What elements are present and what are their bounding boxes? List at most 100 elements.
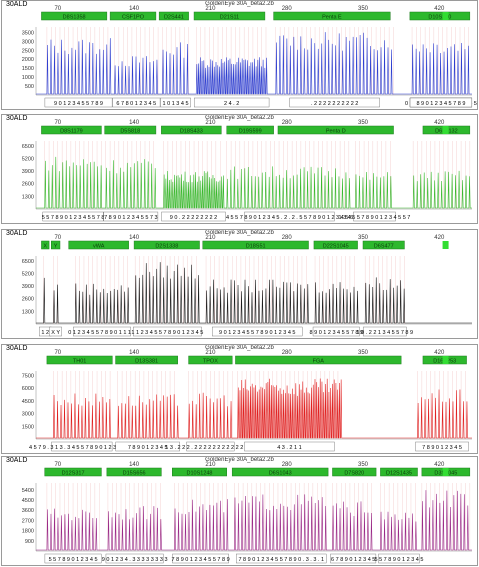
- locus-bar: [46, 355, 113, 365]
- allele-label: 5 5 7 8 9 0 1 2 3 4 5: [49, 557, 98, 563]
- series-trace: [36, 32, 472, 95]
- allele-label-box: [289, 97, 380, 108]
- locus-bar: [235, 355, 402, 365]
- header-title: GoldenEye 30A_beta2.2b: [205, 345, 274, 351]
- locus-label: Y: [54, 244, 58, 250]
- x-tick-label: 420: [434, 462, 445, 468]
- marker-square: [442, 12, 449, 20]
- allele-label-box: [103, 211, 159, 222]
- x-tick-label: 350: [358, 350, 369, 356]
- x-tick-label: 140: [129, 350, 140, 356]
- y-tick-label: 3900: [22, 169, 34, 175]
- x-tick-label: 140: [129, 120, 140, 126]
- allele-label-box: [44, 97, 113, 108]
- locus-bar: [104, 125, 157, 135]
- allele-label: 7 8 9 0 1 2 3 4 5: [422, 445, 462, 451]
- y-tick-label: 2000: [22, 57, 34, 63]
- locus-bar: [277, 125, 394, 135]
- x-tick-label: 350: [358, 6, 369, 12]
- allele-label-box: [312, 326, 360, 337]
- x-tick-label: 350: [358, 120, 369, 126]
- locus-label: CSF1PO: [122, 15, 145, 21]
- x-tick-label: 70: [54, 235, 61, 241]
- x-tick-label: 210: [205, 6, 216, 12]
- y-tick-label: 3500: [22, 30, 34, 36]
- locus-label: D12S1435: [386, 471, 412, 477]
- trace-plot: 70 140 210 280 350 420 D8S1179 D5S818 D18S433 D19…: [22, 120, 472, 222]
- allele-label: . 2 2 2 2 2 2 2 2 2 2: [311, 101, 358, 107]
- series-trace: [36, 378, 472, 439]
- x-tick-label: 280: [282, 120, 293, 126]
- panel-header: GoldenEye 30A_beta2.2b: [2, 230, 477, 239]
- marker-square: [442, 126, 449, 134]
- y-tick-label: 2600: [22, 182, 34, 188]
- header-title: GoldenEye 30A_beta2.2b: [205, 230, 274, 236]
- locus-bar: [51, 240, 61, 250]
- locus-bar: [109, 11, 157, 21]
- y-tick-label: 3000: [22, 39, 34, 45]
- locus-label: D18S433: [180, 129, 203, 135]
- y-tick-label: 3000: [22, 412, 34, 418]
- allele-label: 6 7 8 0 1 2 3 4 5: [116, 101, 156, 107]
- electropherogram-panel: GoldenEye 30A_beta2.2b 30ALD 70 140 210 280 35…: [1, 229, 478, 339]
- allele-label-box: [51, 441, 113, 452]
- locus-label: D19S599: [239, 129, 262, 135]
- allele-label: 9 0 1 2 3 4 5 5 7 8 9 0 1 2 3 4 5: [219, 330, 295, 336]
- y-tick-label: 4500: [22, 498, 34, 504]
- y-tick-label: 1800: [22, 529, 34, 535]
- allele-label-box: [112, 97, 161, 108]
- allele-label: 9 0 1 2 3 4 . 3 3 3 3 3 3 3 3: [102, 557, 168, 563]
- locus-label: D8S1179: [60, 129, 83, 135]
- marker-square: [442, 241, 449, 249]
- allele-label-box: [44, 553, 102, 564]
- y-tick-label: 6000: [22, 386, 34, 392]
- locus-bar: [158, 11, 189, 21]
- allele-label: 7 8 9 0 1 2 3 4 5 5 7 8 9 0 . 3 . 3 . 1: [238, 557, 324, 563]
- allele-label: 8 9 0 1 2 3 4 5 7 8 9: [416, 101, 465, 107]
- locus-label: D13S381: [135, 359, 158, 365]
- series-trace: [36, 490, 472, 551]
- electropherogram-panel: GoldenEye 30A_beta2.2b 30ALD 70 140 210 280 35…: [1, 0, 478, 110]
- allele-label: 1 0 1 3 4 5: [163, 101, 189, 107]
- x-tick-label: 350: [358, 462, 369, 468]
- electropherogram-panel: GoldenEye 30A_beta2.2b 30ALD 70 140 210 280 35…: [1, 456, 478, 566]
- locus-label: Penta D: [326, 129, 346, 135]
- locus-label: TPOX: [203, 359, 218, 365]
- locus-bar: [106, 467, 162, 477]
- locus-bar: [202, 240, 309, 250]
- locus-bar: [332, 467, 377, 477]
- x-tick-label: 280: [282, 6, 293, 12]
- y-tick-label: 5400: [22, 488, 34, 494]
- panel-header: GoldenEye 30A_beta2.2b: [2, 345, 477, 354]
- sample-label: 30ALD: [6, 457, 28, 464]
- allele-label-box: [132, 326, 202, 337]
- x-tick-label: 420: [434, 6, 445, 12]
- allele-label-box: [49, 326, 62, 337]
- allele-label-box: [353, 211, 396, 222]
- locus-bar: [41, 125, 102, 135]
- allele-label-box: [161, 211, 226, 222]
- locus-label: D8S1358: [63, 15, 86, 21]
- x-tick-label: 70: [54, 6, 61, 12]
- locus-label: TH01: [73, 359, 86, 365]
- sample-label: 30ALD: [6, 1, 28, 8]
- x-tick-label: 210: [205, 120, 216, 126]
- x-tick-label: 140: [129, 462, 140, 468]
- y-tick-label: 3900: [22, 284, 34, 290]
- header-title: GoldenEye 30A_beta2.2b: [205, 457, 274, 463]
- allele-label-box: [115, 441, 180, 452]
- allele-label-box: [194, 97, 270, 108]
- locus-bar: [409, 11, 471, 21]
- allele-label-box: [244, 211, 335, 222]
- allele-label: 9 0 1 2 3 4 5 5 7 8 9: [54, 101, 103, 107]
- sample-label: 30ALD: [6, 345, 28, 352]
- panel-header: GoldenEye 30A_beta2.2b: [2, 1, 477, 10]
- allele-label: 7 8 9 0 1 2 3 4 5 5 7 3: [104, 215, 158, 221]
- x-tick-label: 70: [54, 462, 61, 468]
- y-tick-label: 1500: [22, 424, 34, 430]
- y-tick-label: 2500: [22, 48, 34, 54]
- allele-label-box: [362, 326, 407, 337]
- allele-label-box: [244, 441, 335, 452]
- locus-label: D10S250: [428, 15, 451, 21]
- locus-bar: [226, 125, 274, 135]
